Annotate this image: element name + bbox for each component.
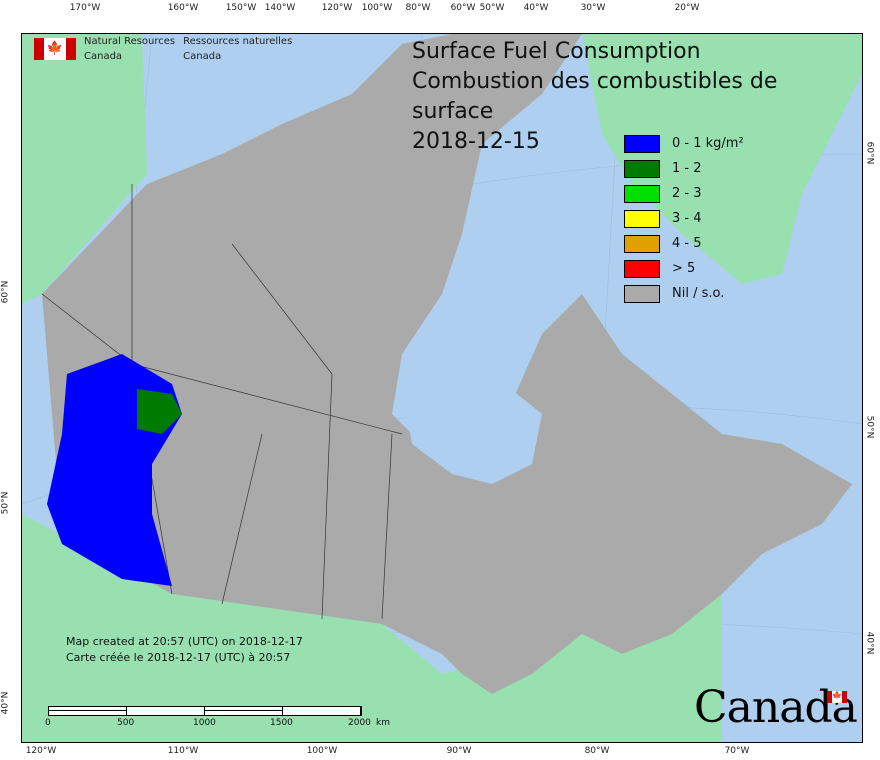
- longitude-label: 50°W: [479, 3, 505, 13]
- agency-fr: Ressources naturelles: [183, 36, 293, 47]
- wordmark-flag-icon: 🍁: [827, 691, 847, 703]
- scale-label: 500: [117, 718, 135, 728]
- longitude-label: 120°W: [25, 746, 57, 756]
- scale-label: 1500: [270, 718, 293, 728]
- latitude-label: 40°N: [0, 691, 11, 715]
- map-canvas: [22, 34, 862, 742]
- title-en: Surface Fuel Consumption: [412, 39, 701, 64]
- longitude-label: 150°W: [225, 3, 257, 13]
- legend-swatch: [624, 284, 660, 303]
- longitude-label: 40°W: [523, 3, 549, 13]
- canada-wordmark: Canada: [694, 682, 858, 733]
- longitude-label: 170°W: [69, 3, 101, 13]
- longitude-label: 80°W: [405, 3, 431, 13]
- legend-item: 1 - 2: [624, 156, 744, 181]
- latitude-label: 60°N: [0, 280, 11, 304]
- latitude-label: 50°N: [0, 491, 11, 515]
- legend-label: 3 - 4: [672, 211, 702, 226]
- legend-item: Nil / s.o.: [624, 281, 744, 306]
- scale-label: 0: [45, 718, 51, 728]
- canada: [42, 34, 852, 694]
- united-states: [22, 514, 722, 742]
- legend-item: > 5: [624, 256, 744, 281]
- note-en: Map created at 20:57 (UTC) on 2018-12-17: [66, 635, 303, 648]
- legend-item: 4 - 5: [624, 231, 744, 256]
- latitude-label: 40°N: [864, 631, 875, 655]
- longitude-label: 70°W: [724, 746, 750, 756]
- greenland: [582, 34, 862, 284]
- map-frame[interactable]: 🍁 Natural Resources Canada Ressources nat…: [21, 33, 863, 743]
- note-fr: Carte créée le 2018-12-17 (UTC) à 20:57: [66, 651, 291, 664]
- longitude-label: 60°W: [450, 3, 476, 13]
- legend-swatch: [624, 159, 660, 178]
- latitude-label: 60°N: [864, 141, 875, 165]
- hudson-bay: [402, 364, 542, 484]
- legend-swatch: [624, 209, 660, 228]
- longitude-label: 80°W: [584, 746, 610, 756]
- legend-swatch: [624, 184, 660, 203]
- agency-en-2: Canada: [84, 51, 123, 62]
- canada-flag-icon: 🍁: [34, 38, 76, 60]
- legend-label: 4 - 5: [672, 236, 702, 251]
- scale-unit: km: [376, 718, 390, 728]
- scale-bar: [48, 706, 362, 716]
- title-date: 2018-12-15: [412, 129, 540, 154]
- longitude-label: 100°W: [361, 3, 393, 13]
- scale-label: 1000: [193, 718, 216, 728]
- legend-item: 3 - 4: [624, 206, 744, 231]
- legend: 0 - 1 kg/m² 1 - 2 2 - 3 3 - 4 4 - 5 > 5 Nil / …: [624, 131, 744, 306]
- map-title: Surface Fuel Consumption Combustion des …: [412, 37, 862, 157]
- alaska: [22, 34, 147, 304]
- nrcan-signature: 🍁 Natural Resources Canada Ressources nat…: [34, 34, 292, 64]
- legend-label: > 5: [672, 261, 696, 276]
- longitude-label: 30°W: [580, 3, 606, 13]
- longitude-label: 100°W: [306, 746, 338, 756]
- longitude-label: 110°W: [167, 746, 199, 756]
- legend-label: Nil / s.o.: [672, 286, 725, 301]
- longitude-label: 140°W: [264, 3, 296, 13]
- legend-swatch: [624, 134, 660, 153]
- longitude-label: 90°W: [446, 746, 472, 756]
- burned-area-1-2: [137, 389, 182, 434]
- legend-item: 2 - 3: [624, 181, 744, 206]
- longitude-label: 120°W: [321, 3, 353, 13]
- agency-fr-2: Canada: [183, 51, 222, 62]
- legend-label: 1 - 2: [672, 161, 702, 176]
- legend-label: 2 - 3: [672, 186, 702, 201]
- longitude-label: 20°W: [674, 3, 700, 13]
- legend-swatch: [624, 259, 660, 278]
- legend-swatch: [624, 234, 660, 253]
- longitude-label: 160°W: [167, 3, 199, 13]
- legend-item: 0 - 1 kg/m²: [624, 131, 744, 156]
- title-fr: Combustion des combustibles de surface: [412, 69, 778, 124]
- agency-en: Natural Resources: [84, 36, 176, 47]
- latitude-label: 50°N: [864, 415, 875, 439]
- creation-note: Map created at 20:57 (UTC) on 2018-12-17…: [66, 634, 303, 666]
- legend-label: 0 - 1 kg/m²: [672, 136, 744, 151]
- scale-label: 2000: [348, 718, 371, 728]
